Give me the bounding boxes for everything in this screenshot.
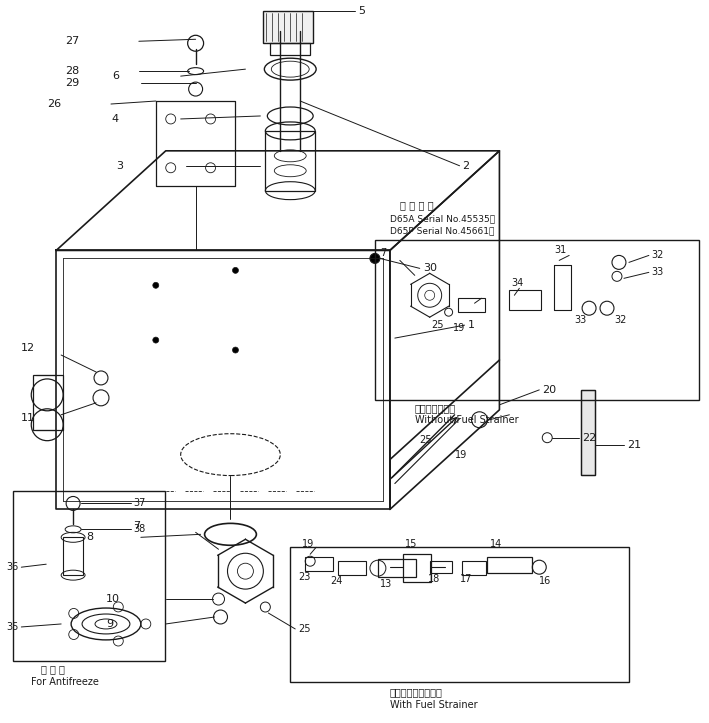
Text: 6: 6 bbox=[112, 71, 119, 81]
Text: 29: 29 bbox=[65, 78, 79, 88]
Text: 30: 30 bbox=[423, 263, 437, 273]
Bar bbox=[265, 131, 316, 191]
Bar bbox=[270, 43, 310, 55]
Text: 32: 32 bbox=[614, 315, 626, 325]
Text: 23: 23 bbox=[298, 572, 311, 582]
Text: 31: 31 bbox=[554, 245, 566, 255]
Text: With Fuel Strainer: With Fuel Strainer bbox=[390, 700, 477, 710]
Text: 4: 4 bbox=[112, 114, 119, 124]
Circle shape bbox=[233, 347, 238, 353]
Text: 5: 5 bbox=[358, 7, 365, 17]
Text: 19: 19 bbox=[302, 539, 315, 549]
Bar bbox=[378, 559, 415, 577]
Circle shape bbox=[370, 254, 380, 263]
Text: 25: 25 bbox=[298, 624, 311, 634]
Text: For Antifreeze: For Antifreeze bbox=[31, 677, 99, 687]
Text: 25: 25 bbox=[432, 320, 445, 330]
Bar bbox=[33, 375, 63, 429]
Text: 36: 36 bbox=[6, 562, 18, 572]
Text: 16: 16 bbox=[540, 576, 552, 586]
Text: 27: 27 bbox=[65, 36, 79, 46]
Text: 12: 12 bbox=[21, 343, 35, 353]
Bar bbox=[63, 537, 83, 576]
Text: 18: 18 bbox=[428, 574, 440, 584]
Text: D65A Serial No.45535～: D65A Serial No.45535～ bbox=[390, 214, 495, 223]
Bar bbox=[403, 555, 430, 582]
Bar bbox=[305, 557, 333, 571]
Text: 19: 19 bbox=[452, 323, 465, 333]
Text: 25: 25 bbox=[420, 435, 432, 445]
Text: 13: 13 bbox=[380, 579, 392, 589]
Bar bbox=[462, 561, 486, 576]
Text: 3: 3 bbox=[116, 161, 123, 171]
Text: 32: 32 bbox=[651, 250, 663, 260]
Bar bbox=[13, 492, 164, 661]
Text: 15: 15 bbox=[405, 539, 417, 549]
Bar bbox=[338, 561, 366, 576]
Text: 33: 33 bbox=[651, 268, 663, 278]
Bar bbox=[581, 390, 595, 474]
Text: 28: 28 bbox=[65, 66, 79, 76]
Bar bbox=[509, 290, 541, 310]
Text: 適 用 号 機: 適 用 号 機 bbox=[400, 200, 433, 210]
Bar bbox=[457, 299, 486, 312]
Bar bbox=[290, 547, 629, 682]
Text: 1: 1 bbox=[467, 320, 474, 330]
Text: D65P Serial No.45661～: D65P Serial No.45661～ bbox=[390, 226, 494, 235]
Text: 9: 9 bbox=[106, 619, 113, 629]
Text: 21: 21 bbox=[627, 440, 641, 450]
Text: 2: 2 bbox=[462, 161, 469, 171]
Text: 7: 7 bbox=[133, 521, 140, 531]
Text: 33: 33 bbox=[574, 315, 586, 325]
Bar bbox=[581, 390, 595, 474]
Text: ストレーナ無し: ストレーナ無し bbox=[415, 403, 456, 413]
Text: 34: 34 bbox=[511, 278, 524, 288]
Text: 35: 35 bbox=[6, 622, 18, 632]
Bar bbox=[488, 557, 532, 573]
Text: 20: 20 bbox=[542, 385, 557, 395]
Text: 不 凍 用: 不 凍 用 bbox=[41, 664, 65, 674]
Text: 11: 11 bbox=[21, 413, 35, 423]
Text: 26: 26 bbox=[47, 99, 61, 109]
Text: Without Fuel Strainer: Without Fuel Strainer bbox=[415, 415, 518, 425]
Circle shape bbox=[153, 282, 159, 288]
Text: 14: 14 bbox=[489, 539, 502, 549]
Bar bbox=[430, 561, 452, 573]
Text: 10: 10 bbox=[106, 594, 120, 604]
Text: フェルストレーナ付: フェルストレーナ付 bbox=[390, 687, 442, 697]
Text: 22: 22 bbox=[582, 432, 596, 442]
Text: 7: 7 bbox=[380, 249, 386, 258]
Bar bbox=[263, 12, 313, 43]
Text: 8: 8 bbox=[86, 532, 93, 542]
Bar bbox=[375, 241, 698, 400]
Text: 38: 38 bbox=[133, 524, 145, 534]
Circle shape bbox=[153, 337, 159, 343]
Text: 37: 37 bbox=[133, 498, 145, 508]
Text: 17: 17 bbox=[459, 574, 472, 584]
Circle shape bbox=[233, 268, 238, 273]
Text: 24: 24 bbox=[330, 576, 342, 586]
Text: 19: 19 bbox=[454, 450, 467, 460]
